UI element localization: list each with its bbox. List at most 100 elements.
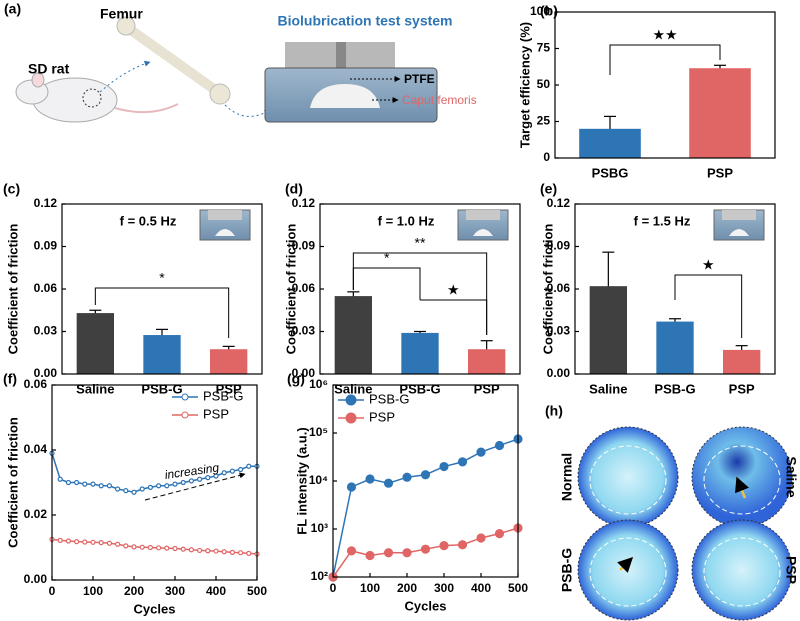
- marker: [365, 474, 375, 484]
- femur-head: [116, 16, 136, 36]
- x-tick-label: 0: [49, 584, 56, 598]
- x-tick-label: 300: [165, 584, 185, 598]
- panel-label: (c): [3, 181, 20, 197]
- y-tick-label: 0.12: [547, 196, 571, 210]
- rat-body: [32, 77, 118, 123]
- x-tick-label: 100: [83, 584, 103, 598]
- femur-condyle: [209, 83, 231, 105]
- axes-frame: [319, 203, 521, 375]
- x-tick-label: Saline: [334, 381, 372, 396]
- panel-a: (a) Femur SD rat Biolubrication test sys…: [4, 1, 477, 123]
- bar: [401, 332, 439, 374]
- y-axis-label: Target efficiency (%): [517, 22, 532, 148]
- y-tick-label: 0.03: [292, 324, 316, 338]
- marker: [188, 478, 194, 484]
- image-label: Saline: [783, 456, 799, 497]
- marker: [494, 440, 505, 451]
- significance-label: *: [159, 270, 165, 286]
- x-tick-label: 400: [471, 581, 491, 595]
- marker: [164, 483, 170, 489]
- x-tick-label: 200: [124, 584, 144, 598]
- rat-tail: [114, 103, 179, 114]
- inset-caput: [473, 229, 493, 236]
- bar: [210, 349, 248, 374]
- marker: [73, 539, 80, 545]
- marker: [229, 549, 235, 555]
- y-axis-label: Coefficient of friction: [5, 417, 20, 548]
- arrow: [224, 104, 271, 117]
- label: PTFE: [404, 72, 435, 86]
- significance-label: ★★: [652, 27, 677, 43]
- y-tick-label: 0.09: [547, 239, 571, 253]
- y-tick-label: 0.02: [24, 507, 48, 521]
- axes-frame: [51, 384, 258, 581]
- marker: [172, 481, 178, 487]
- y-tick-label: 0.04: [24, 442, 48, 456]
- marker: [238, 466, 244, 473]
- y-tick-label: 0.06: [34, 281, 58, 295]
- panel-label: (g): [287, 371, 305, 387]
- marker: [197, 547, 203, 554]
- x-tick-label: 500: [508, 581, 528, 595]
- bar: [76, 313, 114, 374]
- axes-frame: [332, 384, 519, 578]
- pointer: [617, 556, 634, 573]
- trend-arrow: [144, 472, 246, 501]
- legend-marker: [181, 411, 189, 419]
- marker: [420, 470, 431, 480]
- marker: [90, 481, 96, 487]
- legend-marker: [345, 412, 357, 424]
- marker: [57, 476, 63, 482]
- hip-mark: [82, 88, 102, 108]
- y-axis-label: Coefficient of friction: [5, 224, 20, 355]
- marker: [383, 548, 394, 558]
- bar: [468, 349, 506, 374]
- x-tick-label: 100: [360, 581, 380, 595]
- significance-label: ★: [447, 282, 460, 298]
- annotation: f = 0.5 Hz: [120, 213, 177, 228]
- y-tick-label: 0.06: [292, 281, 316, 295]
- marker: [147, 544, 153, 551]
- significance-label: *: [384, 250, 390, 266]
- caput: [310, 84, 380, 108]
- marker: [188, 547, 194, 553]
- y-tick-label: 50: [537, 77, 551, 91]
- y-axis-label: Coefficient of friction: [540, 224, 555, 355]
- y-tick-label: 100: [530, 4, 550, 18]
- marker: [106, 540, 113, 546]
- y-tick-label: 10³: [311, 521, 328, 535]
- x-axis-label: Cycles: [134, 601, 176, 616]
- marker: [139, 544, 145, 550]
- marker: [114, 541, 121, 547]
- label: Femur: [100, 6, 143, 22]
- marker: [476, 447, 486, 457]
- marker: [73, 479, 80, 486]
- y-tick-label: 75: [537, 41, 551, 55]
- y-tick-label: 0.06: [547, 281, 571, 295]
- rat-ear: [31, 72, 45, 88]
- y-tick-label: 0.00: [24, 572, 48, 586]
- significance-bracket: [94, 287, 230, 338]
- marker: [57, 537, 63, 543]
- marker: [82, 539, 88, 545]
- bar: [143, 335, 181, 374]
- panel-label: (b): [540, 3, 558, 19]
- y-tick-label: 0.00: [292, 366, 316, 380]
- marker: [213, 473, 219, 479]
- outline: [703, 537, 781, 607]
- shaft: [336, 42, 346, 82]
- legend-label: PSB-G: [203, 388, 243, 403]
- inset-caput: [215, 229, 235, 236]
- image-label: PSB-G: [559, 548, 575, 592]
- outline: [703, 445, 781, 515]
- marker: [123, 543, 129, 549]
- legend-label: PSP: [203, 406, 229, 421]
- inset-top: [722, 210, 756, 220]
- bar: [589, 286, 627, 374]
- marker: [131, 489, 137, 495]
- marker: [90, 539, 96, 545]
- x-tick-label: Saline: [76, 381, 114, 396]
- marker: [197, 476, 203, 482]
- outline: [589, 445, 667, 515]
- legend-marker: [345, 394, 357, 406]
